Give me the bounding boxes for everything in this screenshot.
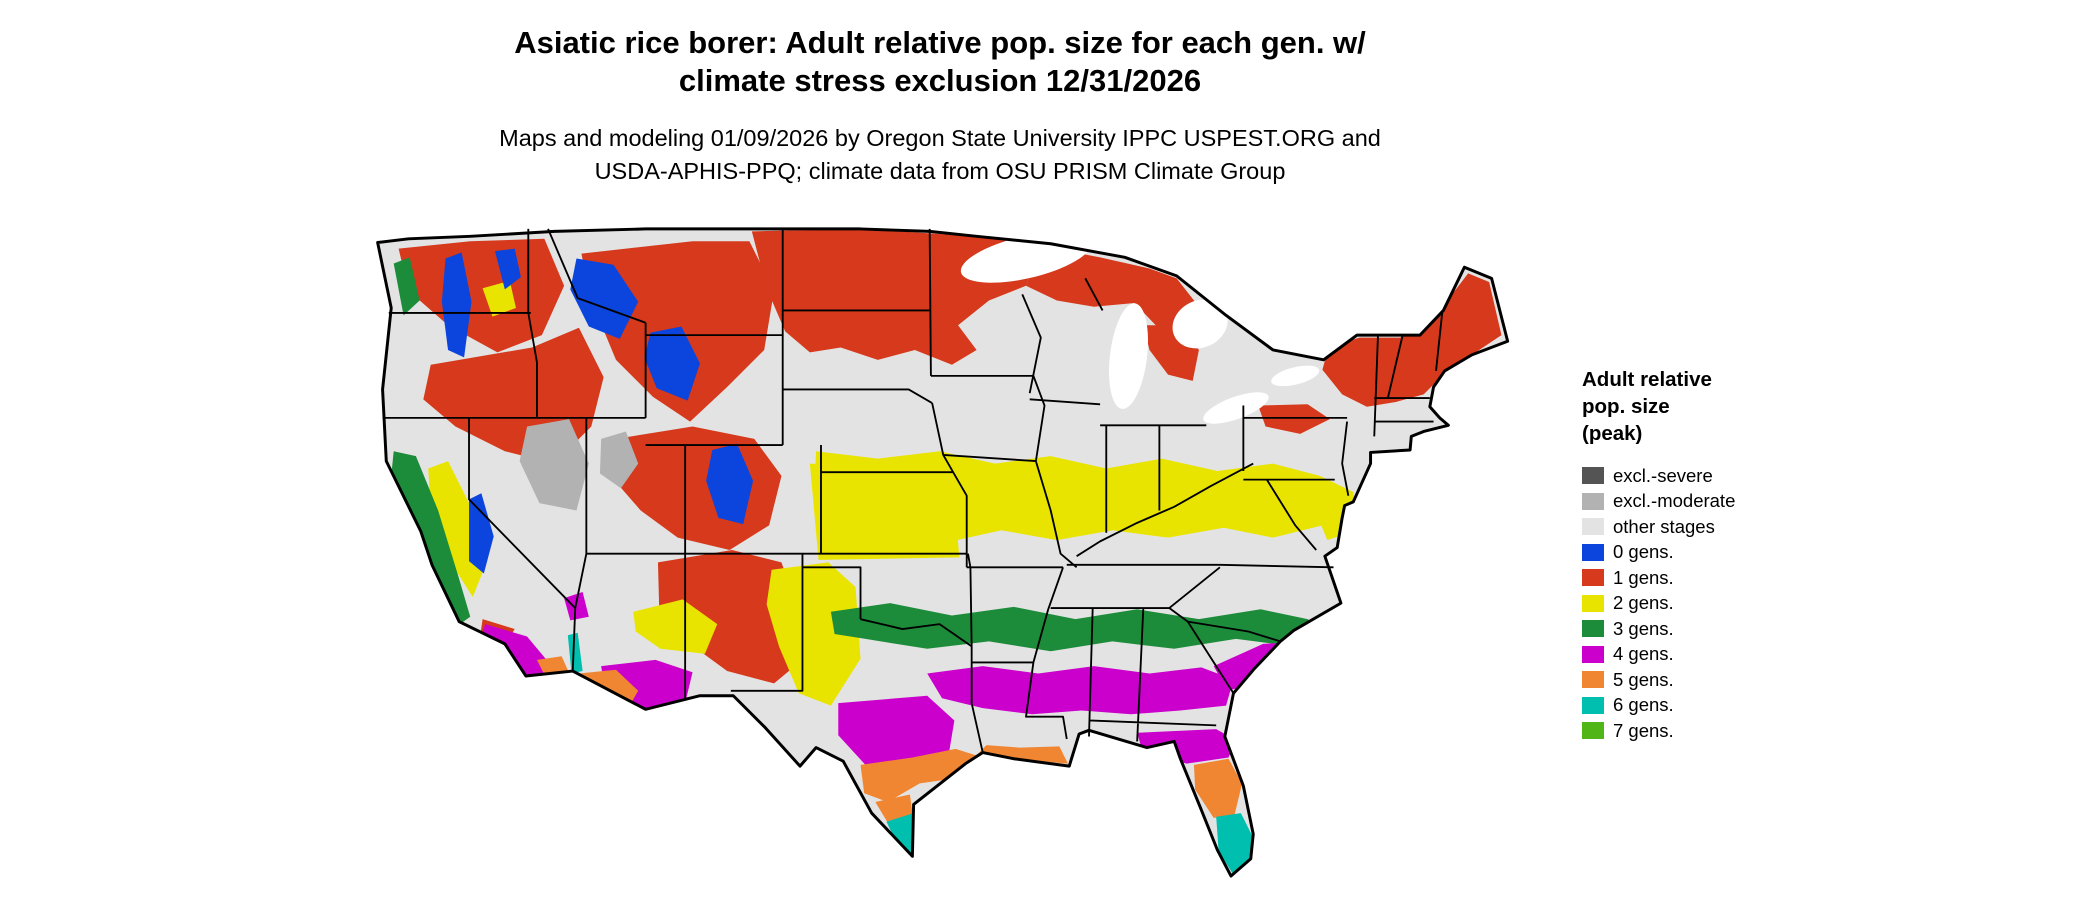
legend-item-excl-severe: excl.-severe [1582, 463, 1882, 489]
map-subtitle-line1: Maps and modeling 01/09/2026 by Oregon S… [499, 125, 1381, 151]
legend-swatch [1582, 671, 1604, 689]
map-regions-0-gens [441, 248, 754, 574]
legend-label: 0 gens. [1613, 541, 1674, 563]
us-map-svg [376, 227, 1510, 878]
legend-label: excl.-severe [1613, 464, 1713, 486]
legend-label: 5 gens. [1613, 668, 1674, 690]
map-regions-6-gens [567, 632, 1252, 875]
legend-item-excl-moderate: excl.-moderate [1582, 489, 1882, 515]
legend-label: 6 gens. [1613, 694, 1674, 716]
map-legend: Adult relative pop. size (peak) excl.-se… [1582, 366, 1882, 744]
legend-label: 1 gens. [1613, 566, 1674, 588]
legend-item-0-gens: 0 gens. [1582, 540, 1882, 566]
legend-label: 4 gens. [1613, 643, 1674, 665]
legend-label: 3 gens. [1613, 617, 1674, 639]
legend-item-5-gens: 5 gens. [1582, 667, 1882, 693]
legend-item-7-gens: 7 gens. [1582, 718, 1882, 744]
map-subtitle-line2: USDA-APHIS-PPQ; climate data from OSU PR… [594, 158, 1286, 185]
map-subtitle: Maps and modeling 01/09/2026 by Oregon S… [0, 122, 1880, 189]
map-title-line1: Asiatic rice borer: Adult relative pop. … [514, 25, 1366, 60]
legend-swatch [1582, 696, 1604, 714]
conus-outline [376, 227, 1510, 878]
map-title: Asiatic rice borer: Adult relative pop. … [0, 24, 1880, 100]
legend-swatch [1582, 569, 1604, 587]
legend-title: Adult relative pop. size (peak) [1582, 368, 1712, 446]
legend-item-2-gens: 2 gens. [1582, 591, 1882, 617]
legend-item-1-gens: 1 gens. [1582, 565, 1882, 591]
map-regions-2-gens [428, 280, 1360, 706]
legend-item-6-gens: 6 gens. [1582, 693, 1882, 719]
legend-label: other stages [1613, 515, 1715, 537]
legend-swatch [1582, 594, 1604, 612]
map-regions-3-gens [391, 257, 1329, 652]
legend-swatch [1582, 645, 1604, 663]
legend-swatch [1582, 518, 1604, 536]
legend-item-4-gens: 4 gens. [1582, 642, 1882, 668]
legend-label: 7 gens. [1613, 719, 1674, 741]
legend-item-3-gens: 3 gens. [1582, 616, 1882, 642]
legend-swatch [1582, 492, 1604, 510]
legend-swatch [1582, 467, 1604, 485]
legend-label: excl.-moderate [1613, 490, 1736, 512]
us-conus-map [285, 140, 1520, 906]
state-borders [382, 228, 1444, 753]
map-title-line2: climate stress exclusion 12/31/2026 [678, 62, 1202, 98]
legend-swatch [1582, 722, 1604, 740]
legend-item-other-stages: other stages [1582, 514, 1882, 540]
legend-label: 2 gens. [1613, 592, 1674, 614]
legend-swatch [1582, 543, 1604, 561]
legend-swatch [1582, 620, 1604, 638]
